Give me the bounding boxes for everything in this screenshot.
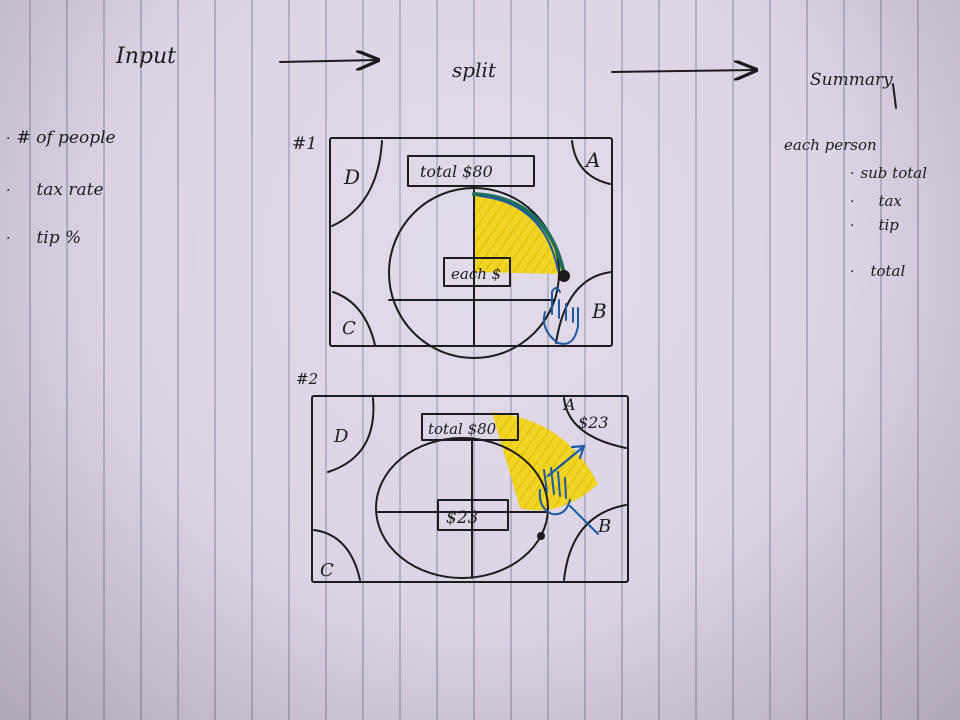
sketch1-corner-a-arc	[571, 140, 611, 185]
sketch1-corner-d-arc	[331, 140, 383, 227]
arrow-input-to-split	[279, 60, 378, 62]
sketch2-center-box	[437, 499, 509, 531]
sketch2-center-label: $23	[446, 508, 478, 528]
bullet: ·	[6, 183, 11, 199]
sketch2-corner-b-arc	[563, 504, 627, 581]
sketch2-corner-d: D	[333, 426, 349, 447]
sketch1-corner-c-arc	[332, 291, 376, 346]
sketch1-total-label: total $80	[420, 162, 493, 181]
sketch2-corner-d-arc	[327, 397, 375, 473]
sketch2-pie-handle[interactable]	[537, 532, 545, 540]
sketch2-a-amount: $23	[578, 413, 609, 432]
summary-heading: each person	[784, 136, 877, 154]
sketch1-corner-b: B	[591, 299, 607, 323]
header-input: Input	[116, 44, 176, 69]
sketch1-corner-a: A	[584, 148, 600, 172]
summary-item: · sub total	[850, 164, 927, 182]
sketch2-drag-arrow	[546, 444, 586, 478]
input-item-label: # of people	[16, 128, 116, 148]
sketch2-corner-c-arc	[313, 529, 361, 581]
header-split: split	[452, 58, 496, 82]
sketch2-finger-icon	[538, 467, 599, 535]
summary-item: · tax	[850, 192, 902, 210]
input-item-label: tip %	[36, 228, 82, 248]
sketch2-frame	[311, 395, 629, 583]
sketch2-corner-a-arc	[563, 397, 627, 449]
input-item: · # of people	[6, 128, 116, 148]
sketch2-corner-b: B	[597, 516, 611, 537]
bullet: ·	[850, 218, 855, 234]
bullet: ·	[6, 131, 11, 147]
sketch2-pie-oval	[375, 437, 549, 579]
summary-item: · total	[850, 262, 905, 280]
bullet: ·	[850, 166, 855, 182]
sketch2-corner-c: C	[320, 560, 334, 581]
sketch1-corner-b-arc	[555, 271, 612, 344]
sketch-1: each $ total $80 D A C B	[329, 137, 613, 359]
bullet: ·	[850, 194, 855, 210]
sketch1-center-box	[443, 257, 511, 287]
input-item: · tip %	[6, 228, 81, 248]
sketch1-corner-d: D	[343, 165, 360, 189]
summary-item-label: tax	[878, 192, 902, 210]
header-summary: Summary	[810, 70, 893, 90]
bullet: ·	[6, 231, 11, 247]
bullet: ·	[850, 264, 855, 280]
sketch2-corner-a: A	[562, 395, 576, 414]
sketch1-frame	[329, 137, 613, 347]
input-item: · tax rate	[6, 180, 104, 200]
sketch1-drag-arc	[472, 192, 566, 276]
sketch-2: $23 total $80 D A $23 C B	[311, 395, 629, 583]
summary-item-label: tip	[878, 216, 899, 234]
summary-item-label: sub total	[860, 164, 928, 182]
sketch1-number: #1	[292, 134, 318, 154]
summary-item-label: total	[870, 262, 906, 280]
sketch1-finger-icon	[542, 287, 579, 345]
sketch1-center-label: each $	[451, 265, 501, 283]
sketch1-selected-slice	[474, 195, 566, 274]
input-item-label: tax rate	[36, 180, 104, 200]
sketch1-corner-c: C	[342, 318, 356, 339]
sketch2-number: #2	[296, 370, 319, 388]
sketch1-drag-handle[interactable]	[558, 270, 570, 282]
summary-underline-tick	[892, 83, 897, 109]
sketch1-total-box	[407, 155, 535, 187]
summary-item: · tip	[850, 216, 899, 234]
sketch1-drag-arc-blue	[479, 195, 559, 271]
sketch2-total-box	[421, 413, 519, 441]
arrow-split-to-summary	[611, 70, 756, 72]
sketch2-total-label: total $80	[428, 420, 497, 438]
